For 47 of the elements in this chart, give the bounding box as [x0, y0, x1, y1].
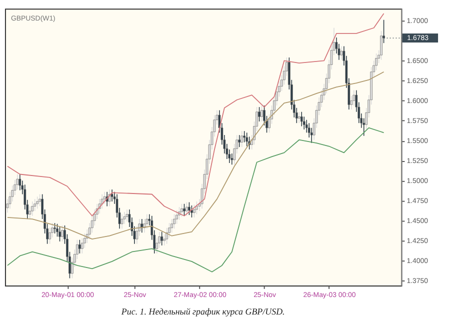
candlestick	[243, 130, 246, 143]
candlestick	[120, 214, 124, 230]
candlestick	[103, 191, 106, 204]
candlestick	[126, 209, 128, 222]
candlestick	[61, 225, 64, 242]
candlestick	[56, 223, 58, 238]
candlestick	[183, 203, 186, 216]
candlestick	[352, 90, 356, 106]
candlestick	[188, 202, 190, 216]
candlestick	[238, 134, 241, 148]
candlestick	[180, 203, 183, 218]
candlestick	[108, 189, 111, 207]
candlestick	[196, 201, 198, 215]
candlestick	[143, 218, 146, 234]
candlestick	[176, 210, 178, 224]
candlestick	[78, 239, 81, 254]
line-series	[7, 127, 384, 272]
candlestick	[240, 130, 244, 148]
candlestick	[166, 227, 168, 244]
candlestick	[298, 111, 300, 124]
candlestick	[260, 105, 263, 122]
candlestick	[173, 214, 176, 230]
candlestick	[246, 132, 248, 147]
line-series	[7, 71, 384, 240]
text: Рис. 1. Недельный график курса GBP/USD.	[120, 306, 285, 316]
candlestick	[193, 204, 196, 218]
candlestick	[110, 189, 114, 202]
candlestick	[146, 214, 148, 230]
candlestick	[100, 194, 104, 210]
candlestick	[190, 205, 193, 218]
candlestick	[81, 238, 84, 254]
candlestick	[305, 119, 308, 134]
candlestick	[300, 111, 303, 127]
candlestick	[18, 174, 22, 191]
candlestick	[380, 30, 382, 60]
candlestick	[36, 196, 38, 210]
candlestick	[54, 222, 56, 234]
candlestick	[186, 202, 188, 216]
candlestick	[58, 226, 61, 242]
candlestick	[340, 46, 343, 60]
candlestick	[48, 227, 51, 244]
candlestick	[123, 211, 126, 224]
candlestick	[170, 218, 173, 234]
candlestick	[160, 231, 163, 246]
candlestick	[31, 201, 34, 216]
candlestick	[302, 116, 306, 130]
candlestick	[28, 206, 32, 220]
